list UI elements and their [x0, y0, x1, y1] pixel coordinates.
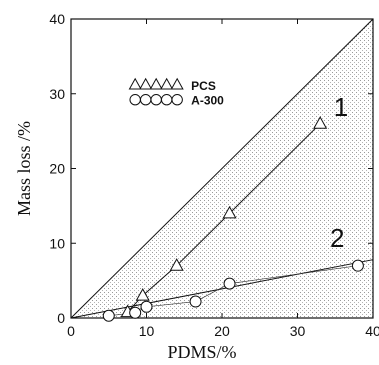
x-tick-label: 40 [365, 323, 379, 339]
a300-circle-point [102, 309, 115, 322]
x-tick-label: 20 [214, 323, 230, 339]
y-tick-label: 0 [57, 310, 65, 326]
legend-triangle-icon [170, 77, 184, 90]
pcs-triangle-point [313, 116, 328, 129]
legend-triangle-icon [139, 77, 153, 90]
curve-label-2: 2 [330, 223, 344, 253]
x-tick-label: 10 [139, 323, 155, 339]
a300-circle-point [351, 259, 364, 272]
x-tick-label: 30 [290, 323, 306, 339]
y-tick-label: 10 [49, 235, 65, 251]
legend-label-pcs: PCS [191, 79, 216, 93]
legend-circle-icon [160, 94, 173, 106]
legend-triangle-icon [160, 77, 174, 90]
x-axis-title: PDMS/% [167, 342, 236, 362]
pcs-triangle-point [135, 288, 150, 301]
legend-triangle-icon [128, 77, 142, 90]
x-tick-label: 0 [67, 323, 75, 339]
y-tick-label: 40 [49, 11, 65, 27]
pcs-triangle-point [169, 258, 184, 271]
legend-circle-icon [150, 94, 162, 106]
y-axis-title: Mass loss /% [14, 121, 34, 216]
legend-triangle-icon [149, 77, 163, 90]
y-tick-label: 20 [49, 161, 65, 177]
a300-circle-point [140, 300, 153, 313]
y-tick-label: 30 [49, 86, 65, 102]
series-a300-line [70, 259, 374, 319]
legend-circle-icon [129, 94, 141, 106]
a300-circle-point [189, 295, 202, 308]
diagonal-line [70, 18, 374, 319]
a300-circle-point [129, 306, 142, 319]
legend-label-a300: A-300 [191, 94, 224, 108]
legend-circle-icon [139, 94, 152, 106]
legend-circle-icon [171, 94, 183, 106]
pcs-triangle-point [222, 205, 237, 219]
a300-circle-point [223, 277, 236, 290]
curve-label-1: 1 [334, 92, 348, 122]
